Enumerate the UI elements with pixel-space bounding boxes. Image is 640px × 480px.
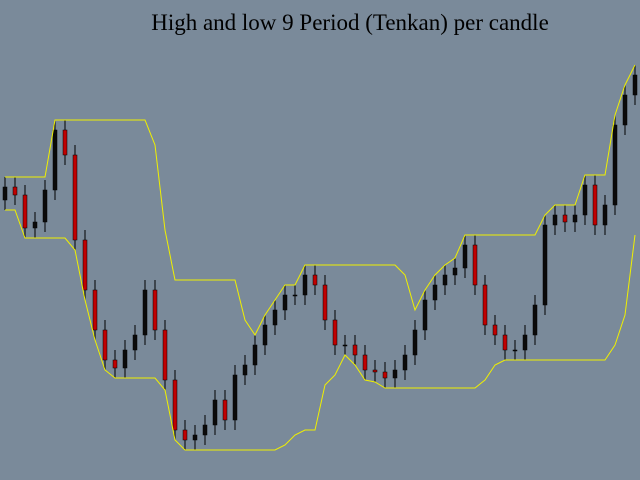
candle-body [502,334,508,351]
candle-body [342,344,348,347]
candle-body [352,344,358,356]
candle-body [472,244,478,286]
candle-body [182,429,188,441]
candle-body [202,424,208,436]
candle-body [92,289,98,331]
candle-body [52,129,58,191]
candle-body [152,289,158,331]
candle-body [622,94,628,126]
candle-body [162,329,168,381]
candle-body [42,189,48,223]
candle-body [582,184,588,216]
candle-body [542,224,548,306]
candle-body [562,214,568,223]
candle-body [112,359,118,369]
candle-body [392,369,398,379]
candle-body [312,274,318,286]
candle-body [302,274,308,296]
candle-body [432,284,438,301]
candle-body [402,354,408,371]
candle-body [462,244,468,269]
candle-body [72,154,78,241]
candle-body [322,284,328,321]
candle-body [362,354,368,371]
candle-body [212,399,218,426]
candle-body [482,284,488,326]
candle-body [22,194,28,229]
candle-body [632,74,638,96]
candle-body [142,289,148,336]
candle-body [412,329,418,356]
candle-body [132,334,138,351]
candle-body [222,399,228,421]
candle-body [252,344,258,366]
tenkan-line [5,64,636,336]
candle-body [242,364,248,376]
candle-body [512,349,518,352]
candle-body [592,184,598,226]
candle-body [612,124,618,206]
candle-body [522,334,528,351]
candle-body [602,204,608,226]
candle-body [232,374,238,421]
plot-area [2,64,638,451]
candle-body [532,304,538,336]
candle-body [422,299,428,331]
candle-body [122,349,128,369]
candle-body [12,186,18,196]
candle-body [452,267,458,276]
candle-body [292,294,298,297]
candle-body [32,221,38,229]
candle-body [492,324,498,336]
candle-body [282,294,288,311]
tenkan-line [5,209,636,451]
candle-body [102,329,108,361]
chart-title: High and low 9 Period (Tenkan) per candl… [151,10,549,35]
candle-body [2,186,8,201]
candle-body [272,309,278,326]
candle-body [382,371,388,379]
candle-body [372,369,378,373]
candle-body [192,434,198,441]
candle-body [552,214,558,226]
candle-body [262,324,268,346]
candle-body [442,274,448,286]
candle-body [332,319,338,346]
candle-body [572,214,578,223]
candle-body [172,379,178,431]
candle-body [82,239,88,291]
candle-body [62,129,68,156]
